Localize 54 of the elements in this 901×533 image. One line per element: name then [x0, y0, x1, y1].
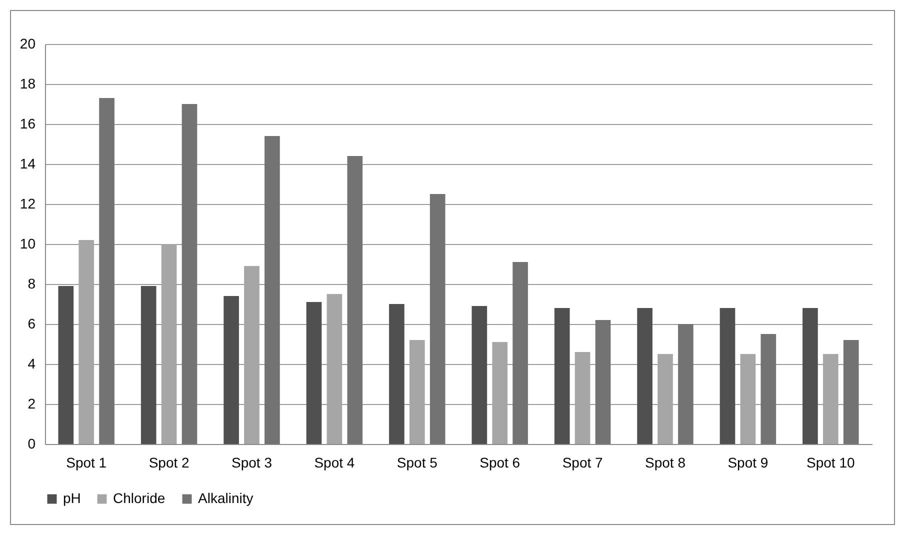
bar — [843, 340, 859, 444]
bar — [409, 340, 425, 444]
bar — [161, 244, 177, 444]
bar — [595, 320, 611, 444]
bar — [720, 308, 736, 444]
x-tick-label: Spot 1 — [66, 454, 107, 470]
legend-label: Chloride — [113, 490, 166, 506]
x-tick-label: Spot 3 — [232, 454, 272, 470]
bar — [347, 156, 363, 444]
y-tick-label: 4 — [28, 356, 36, 372]
bar — [492, 342, 508, 444]
y-tick-label: 0 — [28, 436, 36, 452]
y-tick-label: 16 — [20, 116, 36, 132]
y-tick-label: 12 — [20, 196, 36, 212]
bar — [224, 296, 239, 444]
x-tick-label: Spot 9 — [728, 454, 768, 470]
bar — [264, 136, 280, 444]
bar — [637, 308, 652, 444]
bar — [512, 262, 528, 444]
x-tick-label: Spot 2 — [148, 454, 190, 470]
bar — [822, 354, 838, 444]
x-tick-label: Spot 7 — [562, 454, 603, 470]
bar — [306, 302, 322, 444]
legend-label: Alkalinity — [198, 490, 254, 506]
bar — [99, 98, 114, 444]
bar — [140, 286, 156, 444]
y-tick-label: 18 — [20, 76, 36, 92]
y-tick-label: 20 — [20, 36, 36, 52]
y-tick-label: 14 — [20, 156, 36, 172]
bar — [78, 240, 94, 444]
bar — [430, 194, 446, 444]
bar — [554, 308, 570, 444]
bar — [678, 324, 694, 444]
bar — [658, 354, 673, 444]
bar — [760, 334, 776, 444]
bar — [244, 266, 260, 444]
bar — [389, 304, 404, 444]
bar — [574, 352, 590, 444]
x-tick-label: Spot 4 — [314, 454, 355, 470]
x-tick-label: Spot 5 — [396, 454, 438, 470]
bar — [472, 306, 488, 444]
bar — [802, 308, 818, 444]
bar — [740, 354, 756, 444]
bar — [58, 286, 74, 444]
bar — [326, 294, 342, 444]
y-tick-label: 6 — [28, 316, 36, 332]
bar — [182, 104, 198, 444]
y-tick-label: 8 — [28, 276, 36, 292]
y-tick-label: 10 — [20, 236, 36, 252]
x-tick-label: Spot 8 — [645, 454, 686, 470]
y-tick-label: 2 — [28, 396, 36, 412]
x-tick-label: Spot 10 — [806, 454, 855, 470]
x-tick-label: Spot 6 — [480, 454, 520, 470]
legend-label: pH — [63, 490, 81, 506]
